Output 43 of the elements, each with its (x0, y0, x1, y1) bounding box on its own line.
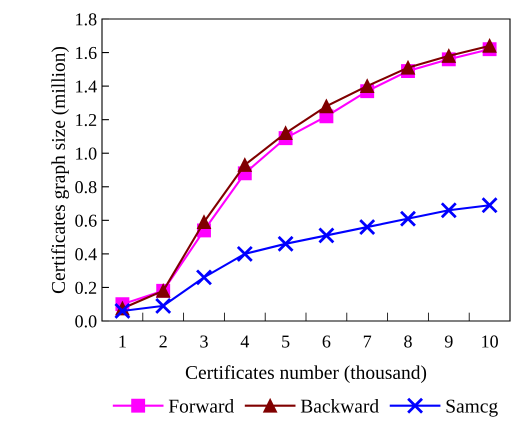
point (197, 215, 211, 229)
x-tick-label: 2 (159, 335, 167, 348)
x-tick-label: 4 (240, 336, 250, 348)
point (318, 227, 335, 244)
legend-label: Forward (168, 399, 234, 413)
y-tick-label: 0.4 (75, 248, 97, 260)
point (401, 60, 415, 75)
x-tick-label: 1 (119, 336, 126, 348)
y-tick-label: 1.8 (76, 13, 96, 26)
x-tick-label: 8 (404, 335, 412, 348)
x-tick-label: 6 (322, 335, 330, 348)
y-tick-label: 1.0 (76, 147, 96, 160)
x-tick-label: 10 (482, 335, 498, 348)
point (440, 202, 458, 219)
x-tick-label: 9 (444, 335, 453, 348)
y-tick-label: 0.0 (75, 315, 96, 328)
y-tick-label: 1.2 (76, 114, 96, 126)
point (360, 79, 374, 94)
point (358, 218, 376, 236)
point (482, 38, 497, 53)
point (277, 235, 294, 252)
point (319, 99, 334, 114)
y-tick-label: 0.2 (75, 282, 96, 294)
point (481, 196, 498, 214)
point (278, 126, 293, 140)
legend-label: Samcg (446, 400, 498, 417)
point (196, 269, 212, 286)
y-axis-title: Certificates graph size (million) (51, 46, 70, 294)
y-tick-label: 1.6 (76, 46, 97, 60)
point (236, 246, 254, 262)
x-tick-label: 7 (364, 336, 372, 348)
point (238, 158, 252, 172)
point (400, 210, 416, 227)
x-tick-label: 5 (282, 336, 290, 348)
legend-label: Backward (300, 399, 379, 413)
point (154, 298, 172, 314)
x-axis-title: Certificates number (thousand) (186, 365, 426, 383)
point (114, 302, 131, 320)
point (442, 48, 456, 63)
y-tick-label: 0.8 (75, 181, 96, 194)
y-tick-label: 1.4 (76, 80, 97, 93)
x-tick-label: 3 (200, 335, 208, 348)
y-tick-label: 0.6 (75, 214, 97, 227)
